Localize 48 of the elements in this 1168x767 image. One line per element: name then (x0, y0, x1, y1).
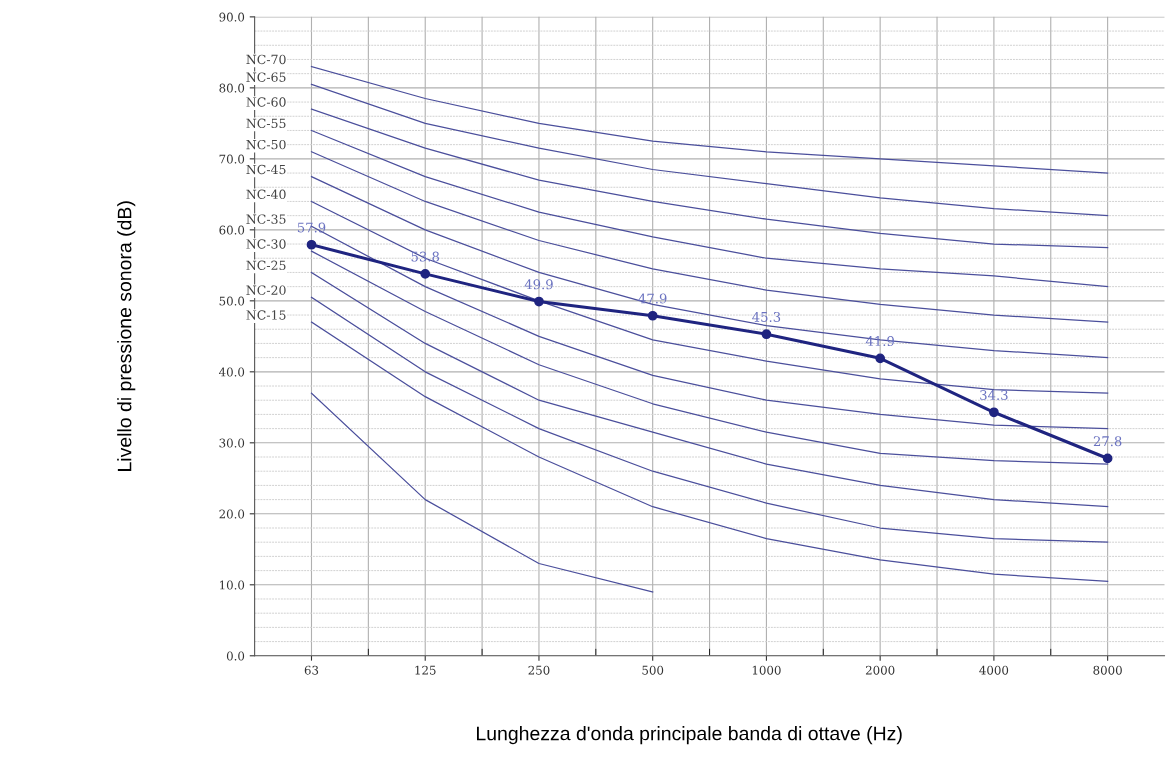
point (875, 353, 886, 364)
x-tick-label: 125 (415, 665, 436, 675)
text: NC-65 (246, 72, 286, 82)
y-tick-label: 50.0 (219, 296, 245, 306)
x-tick-label: 1000 (752, 665, 781, 675)
text: NC-35 (246, 214, 286, 224)
y-tick-label: 80.0 (219, 83, 245, 93)
x-tick-label: 500 (642, 665, 664, 675)
x-tick-label: 2000 (865, 665, 895, 675)
x-tick-label: 4000 (979, 665, 1009, 675)
x-tick-label: 250 (528, 665, 550, 675)
text: NC-60 (246, 97, 286, 107)
y-tick-label: 30.0 (219, 438, 245, 448)
data-label: 47.9 (638, 293, 667, 304)
text: NC-25 (246, 260, 286, 271)
line-series (310, 83, 1109, 217)
y-tick-label: 70.0 (219, 154, 245, 164)
data-label: 45.3 (752, 311, 781, 322)
y-axis-title: Livello di pressione sonora (dB) (117, 201, 136, 471)
line-series (310, 65, 1109, 174)
data-label: 27.8 (1093, 436, 1122, 447)
point (647, 310, 658, 321)
text: NC-55 (246, 118, 286, 129)
text: NC-50 (246, 139, 286, 150)
point (761, 329, 772, 340)
point (306, 239, 317, 250)
text: NC-15 (246, 310, 286, 320)
y-tick-label: 10.0 (220, 580, 245, 590)
text: NC-20 (246, 285, 286, 295)
y-tick-label: 60.0 (219, 225, 245, 235)
point (420, 268, 431, 279)
x-tick-label: 63 (304, 665, 319, 675)
text: NC-70 (246, 54, 286, 65)
y-tick-label: 0.0 (226, 651, 245, 661)
point (989, 407, 999, 418)
line-series (310, 392, 654, 593)
x-axis-title: Lunghezza d'onda principale banda di ottave (Hz) (477, 726, 902, 745)
point (534, 296, 544, 307)
text: NC-30 (246, 239, 286, 249)
text: NC-45 (246, 164, 286, 175)
x-tick-label: 8000 (1093, 665, 1122, 675)
y-tick-label: 40.0 (218, 367, 245, 377)
y-tick-label: 90.0 (219, 12, 245, 22)
data-label: 34.3 (980, 390, 1008, 401)
text: NC-40 (246, 189, 286, 200)
point (1102, 453, 1113, 464)
data-label: 49.9 (524, 279, 553, 290)
y-tick-label: 20.0 (219, 509, 245, 519)
